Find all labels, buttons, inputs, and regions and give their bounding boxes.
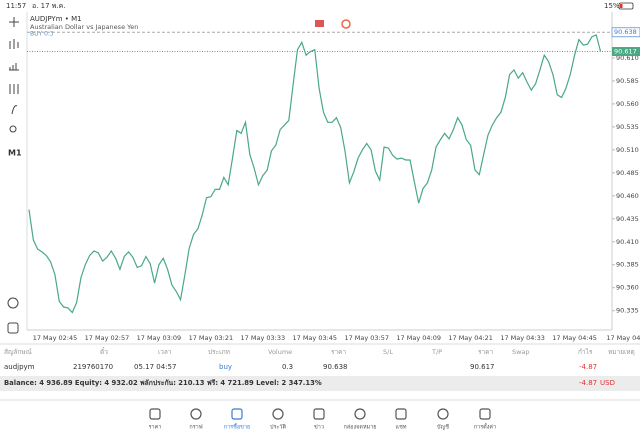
y-tick-label: 90.360 (616, 284, 639, 292)
nav-label[interactable]: บัญชี (437, 424, 449, 431)
x-tick-label: 17 May 04:21 (448, 334, 493, 342)
chart-symbol: AUDJPYm • M1 (30, 15, 82, 23)
indicators-tool[interactable] (9, 63, 19, 71)
x-tick-label: 17 May 03:57 (344, 334, 389, 342)
x-tick-label: 17 May 02:45 (33, 334, 78, 342)
battery-level (620, 4, 623, 8)
market-icon[interactable] (341, 19, 351, 29)
table-header: Volume (268, 348, 292, 356)
crosshair-tool[interactable] (9, 17, 19, 27)
nav-icon (190, 408, 202, 420)
y-tick-label: 90.485 (616, 169, 639, 177)
row-type: buy (219, 363, 232, 371)
x-tick-label: 17 May 04:33 (500, 334, 545, 342)
y-tick-label: 90.435 (616, 215, 639, 223)
bid-label: 90.617 (614, 48, 637, 56)
row-open-price: 90.638 (323, 363, 348, 371)
x-tick-label: 17 May 04:5 (606, 334, 640, 342)
table-header: สัญลักษณ์ (4, 348, 32, 356)
row-profit: -4.87 (579, 363, 597, 371)
nav-icon (231, 408, 243, 420)
one-click-icon[interactable] (315, 20, 324, 27)
nav-label[interactable]: ราคา (149, 425, 162, 431)
nav-icon (272, 408, 284, 420)
nav-label[interactable]: การซื้อขาย (224, 423, 250, 431)
table-header: ราคา (478, 348, 493, 356)
y-tick-label: 90.535 (616, 123, 639, 131)
chart-description: Australian Dollar vs Japanese Yen (30, 23, 138, 31)
nav-label[interactable]: กล่องจดหมาย (343, 425, 376, 431)
status-date: อ. 17 พ.ค. (32, 2, 66, 10)
nav-icon (149, 408, 161, 420)
table-header: ประเภท (208, 348, 230, 356)
position-label: BUY 0.3 (30, 31, 54, 38)
table-header: ตั๋ว (100, 347, 108, 356)
zoom-tool[interactable] (7, 297, 19, 309)
trade-tool[interactable] (7, 322, 19, 334)
bid-box (612, 47, 640, 57)
x-tick-label: 17 May 02:57 (85, 334, 130, 342)
function-tool[interactable] (11, 105, 18, 115)
row-symbol[interactable]: audjpym (4, 363, 35, 371)
row-ticket: 219760170 (73, 363, 113, 371)
currency: USD (600, 379, 615, 387)
nav-icon (437, 408, 449, 420)
table-header: กำไร (578, 348, 593, 356)
y-tick-label: 90.610 (616, 54, 639, 62)
x-tick-label: 17 May 03:09 (137, 334, 182, 342)
nav-label[interactable]: การตั้งค่า (474, 423, 496, 431)
x-tick-label: 17 May 03:33 (241, 334, 286, 342)
settings-tool[interactable] (9, 84, 19, 94)
nav-icon (354, 408, 366, 420)
summary-bar (0, 376, 640, 391)
x-tick-label: 17 May 04:45 (552, 334, 597, 342)
ask-box (611, 27, 640, 38)
y-tick-label: 90.460 (616, 192, 639, 200)
status-battery: 15% (604, 2, 620, 10)
table-header: หมายเหตุ (608, 348, 635, 356)
nav-label[interactable]: กราฟ (189, 424, 202, 431)
x-tick-label: 17 May 03:21 (189, 334, 234, 342)
chart-type-tool[interactable] (9, 39, 19, 49)
nav-icon (395, 408, 407, 420)
objects-tool[interactable] (9, 125, 17, 133)
nav-label[interactable]: แชท (396, 424, 407, 431)
y-tick-label: 90.585 (616, 77, 639, 85)
status-time: 11:57 (6, 2, 26, 10)
price-line (28, 34, 602, 314)
left-toolbar (7, 17, 19, 334)
row-current-price: 90.617 (470, 363, 495, 371)
account-summary: Balance: 4 936.89 Equity: 4 932.02 พลักป… (4, 379, 322, 387)
table-header: ราคา (331, 348, 346, 356)
row-volume: 0.3 (282, 363, 293, 371)
row-time: 05.17 04:57 (134, 363, 176, 371)
x-tick-label: 17 May 03:45 (292, 334, 337, 342)
timeframe[interactable]: M1 (8, 149, 22, 158)
total-profit: -4.87 (579, 379, 597, 387)
ask-label: 90.638 (614, 28, 637, 36)
x-tick-label: 17 May 04:09 (396, 334, 441, 342)
table-header: T/P (431, 348, 442, 356)
table-header: Swap (512, 348, 530, 356)
y-tick-label: 90.510 (616, 146, 639, 154)
nav-label[interactable]: ประวัติ (270, 424, 286, 431)
table-header: S/L (383, 348, 393, 356)
nav-icon (313, 408, 325, 420)
table-header: เวลา (158, 348, 172, 356)
y-tick-label: 90.410 (616, 238, 639, 246)
nav-icon (479, 408, 491, 420)
battery-icon (618, 2, 634, 10)
y-tick-label: 90.335 (616, 307, 639, 315)
y-tick-label: 90.385 (616, 261, 639, 269)
y-tick-label: 90.560 (616, 100, 639, 108)
nav-label[interactable]: ข่าว (314, 425, 324, 431)
